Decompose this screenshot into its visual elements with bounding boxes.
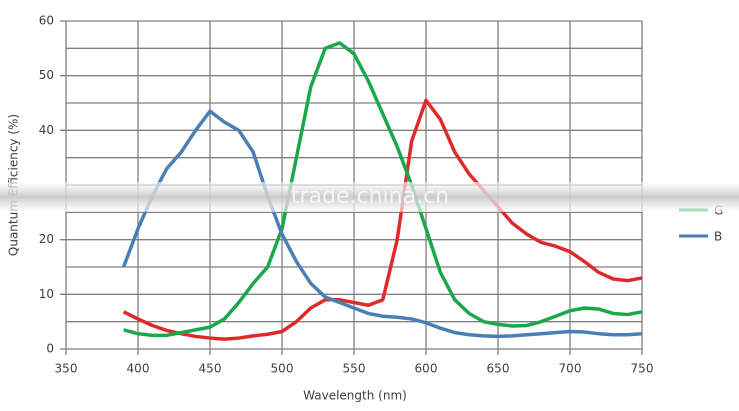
x-axis-title: Wavelength (nm) — [303, 389, 407, 403]
x-tick-label: 400 — [127, 362, 150, 376]
x-tick-label: 450 — [199, 362, 222, 376]
series-line — [123, 41, 643, 338]
x-tick-label: 500 — [271, 362, 294, 376]
y-tick-label: 20 — [39, 232, 54, 246]
y-tick-label: 50 — [39, 68, 54, 82]
x-tick-label: 750 — [631, 362, 654, 376]
series-line — [122, 98, 643, 341]
lines — [121, 41, 643, 341]
x-tick-label: 550 — [343, 362, 366, 376]
x-tick-label: 350 — [55, 362, 78, 376]
watermark-band — [0, 182, 739, 212]
x-tick-label: 700 — [559, 362, 582, 376]
series-line — [121, 109, 643, 339]
legend-label: B — [714, 230, 722, 244]
watermark: trade.china.cn — [291, 184, 449, 209]
y-tick-label: 40 — [39, 123, 54, 137]
y-tick-label: 60 — [39, 14, 54, 28]
y-tick-label: 0 — [46, 342, 54, 356]
y-tick-label: 10 — [39, 287, 54, 301]
x-tick-label: 600 — [415, 362, 438, 376]
x-tick-label: 650 — [487, 362, 510, 376]
grid: 0 10 20 40 50 60 350 400 450 500 550 600 650 700 750 — [39, 14, 654, 376]
